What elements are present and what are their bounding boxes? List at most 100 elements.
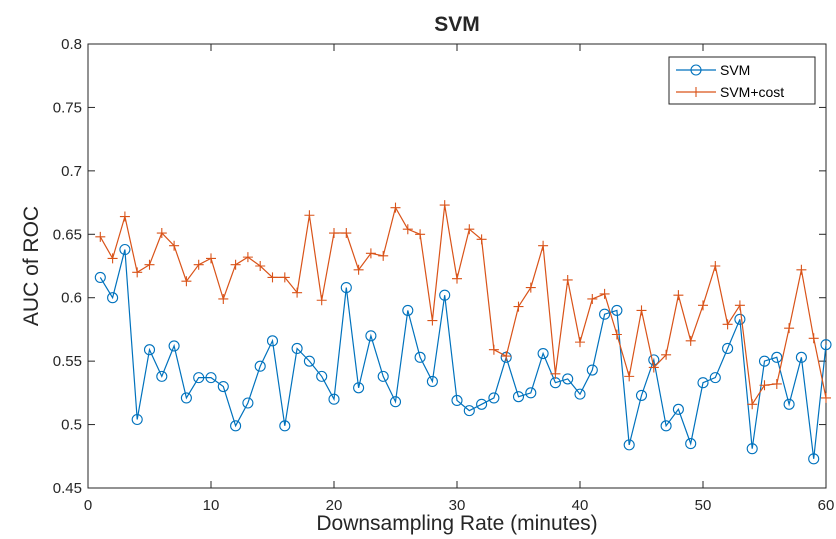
data-point: [143, 344, 156, 356]
y-axis: 0.45 0.5 0.55 0.6 0.65 0.7 0.75 0.8: [53, 36, 826, 497]
legend-marker: [690, 64, 702, 76]
plot-area: [87, 43, 827, 489]
data-point: [623, 439, 635, 451]
data-point: [353, 264, 364, 275]
x-axis-label: Downsampling Rate (minutes): [316, 512, 597, 535]
data-point: [452, 273, 462, 284]
data-point: [291, 342, 303, 355]
data-point: [586, 364, 598, 376]
data-point: [131, 413, 143, 426]
data-point: [710, 261, 721, 271]
data-point: [673, 290, 684, 301]
data-point: [279, 272, 290, 283]
data-point: [672, 403, 684, 415]
data-point: [771, 351, 783, 363]
data-point: [303, 355, 315, 367]
data-point: [218, 293, 229, 304]
data-point: [377, 370, 389, 382]
chart-title: SVM: [434, 13, 480, 36]
data-point: [796, 264, 807, 275]
legend-marker: [691, 87, 701, 97]
data-point: [821, 392, 831, 403]
data-point: [230, 420, 242, 432]
y-tick-label: 0.5: [61, 417, 82, 434]
series-svm: [94, 243, 832, 465]
data-point: [808, 453, 820, 465]
data-point: [611, 329, 622, 340]
y-tick-label: 0.7: [61, 163, 82, 180]
data-point: [378, 250, 389, 261]
data-point: [426, 375, 438, 387]
data-point: [648, 362, 659, 373]
data-point: [414, 351, 426, 363]
data-point: [709, 372, 721, 384]
data-point: [206, 253, 216, 264]
x-axis: 0 10 20 30 40 50 60: [84, 44, 835, 514]
data-point: [439, 200, 450, 211]
data-point: [722, 342, 734, 355]
data-point: [759, 380, 770, 391]
data-point: [193, 259, 204, 270]
data-point: [575, 337, 585, 348]
legend-label: SVM: [720, 62, 750, 78]
data-point: [488, 344, 499, 355]
data-point: [513, 301, 524, 312]
y-tick-label: 0.8: [61, 36, 82, 53]
data-point: [193, 372, 205, 384]
data-point: [181, 276, 192, 287]
data-point: [107, 253, 118, 264]
series-line: [99, 249, 827, 459]
series-line: [99, 205, 827, 407]
data-point: [501, 351, 512, 362]
y-tick-label: 0.55: [53, 353, 82, 370]
data-point: [389, 396, 402, 408]
data-point: [402, 304, 414, 316]
legend: SVM SVM+cost: [668, 56, 816, 105]
data-point: [415, 229, 426, 240]
data-point: [747, 399, 758, 410]
data-point: [660, 420, 672, 432]
data-point: [463, 405, 475, 417]
data-point: [279, 420, 291, 432]
x-tick-label: 10: [203, 497, 220, 514]
data-point: [205, 372, 217, 384]
data-point: [353, 382, 365, 394]
data-point: [242, 252, 253, 263]
data-point: [476, 398, 488, 410]
data-point: [512, 391, 525, 403]
data-point: [119, 211, 130, 222]
data-point: [746, 443, 758, 455]
data-point: [94, 271, 106, 283]
data-point: [267, 272, 278, 283]
data-point: [808, 333, 819, 344]
data-point: [292, 287, 303, 298]
data-point: [168, 340, 180, 352]
data-point: [685, 438, 697, 450]
data-point: [217, 380, 229, 393]
data-point: [562, 373, 574, 385]
data-point: [758, 355, 771, 367]
data-point: [538, 240, 549, 251]
data-point: [488, 392, 500, 404]
data-point: [698, 300, 708, 311]
data-point: [722, 319, 733, 330]
data-point: [661, 349, 672, 360]
data-point: [624, 371, 635, 382]
data-point: [402, 224, 413, 235]
x-tick-label: 20: [326, 497, 343, 514]
x-tick-label: 50: [695, 497, 712, 514]
data-point: [132, 267, 143, 278]
data-point: [587, 293, 598, 304]
y-tick-label: 0.75: [53, 99, 82, 116]
x-tick-label: 60: [818, 497, 835, 514]
data-point: [784, 323, 795, 334]
data-point: [537, 347, 549, 360]
data-point: [340, 282, 352, 294]
data-point: [156, 370, 168, 382]
data-point: [304, 210, 315, 221]
data-point: [611, 304, 623, 316]
data-point: [771, 378, 782, 389]
data-point: [107, 292, 119, 304]
y-axis-label: AUC of ROC: [20, 206, 43, 326]
